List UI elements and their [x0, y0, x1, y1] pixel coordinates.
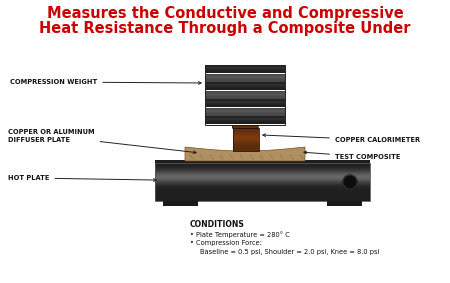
Circle shape	[343, 175, 357, 189]
Bar	[205, 65, 285, 125]
Text: Baseline = 0.5 psi, Shoulder = 2.0 psi, Knee = 8.0 psi: Baseline = 0.5 psi, Shoulder = 2.0 psi, …	[200, 249, 379, 255]
Text: Heat Resistance Through a Composite Under: Heat Resistance Through a Composite Unde…	[39, 21, 411, 36]
Bar	[232, 125, 258, 128]
Bar	[163, 201, 198, 206]
Bar	[327, 201, 362, 206]
Text: Measures the Conductive and Compressive: Measures the Conductive and Compressive	[47, 6, 403, 21]
Text: COMPRESSION WEIGHT: COMPRESSION WEIGHT	[10, 79, 201, 85]
Text: HOT PLATE: HOT PLATE	[8, 175, 156, 181]
Text: TEST COMPOSITE: TEST COMPOSITE	[304, 151, 400, 160]
Text: • Plate Temperature = 280° C: • Plate Temperature = 280° C	[190, 231, 290, 238]
Text: • Compression Force:: • Compression Force:	[190, 240, 262, 246]
Polygon shape	[185, 147, 305, 161]
Text: CONDITIONS: CONDITIONS	[190, 220, 245, 229]
Text: COPPER CALORIMETER: COPPER CALORIMETER	[263, 134, 420, 143]
Bar	[233, 128, 259, 151]
Bar	[155, 163, 370, 201]
Bar	[155, 160, 370, 164]
Text: COPPER OR ALUMINUM
DIFFUSER PLATE: COPPER OR ALUMINUM DIFFUSER PLATE	[8, 130, 196, 154]
